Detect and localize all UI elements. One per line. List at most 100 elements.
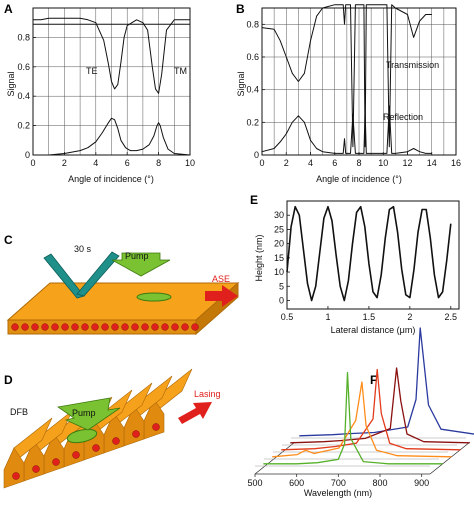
substrate-dot [141,323,149,331]
grating-dot [32,465,40,473]
panel-label-e: E [250,193,258,207]
y-tick-label: 0.6 [246,52,259,62]
x-tick-label: 2.5 [445,312,458,322]
panel-label-c: C [4,233,13,247]
pump-arrow [111,252,171,277]
panel-label-b: B [236,2,245,16]
panel-label-d: D [4,373,13,387]
lasing-arrow [178,402,212,424]
x-tick-label: 2 [62,158,67,168]
x-tick-label: 4 [93,158,98,168]
x-tick-label: 0 [30,158,35,168]
substrate-dot [91,323,99,331]
y-tick-label: 0 [254,150,259,160]
time-label: 30 s [74,244,92,254]
x-tick-label: 0.5 [281,312,294,322]
x-tick-label: 6 [125,158,130,168]
panel-e-series [286,205,452,302]
spectrum-line-3 [281,368,461,451]
f-axis-depth-left [254,441,296,475]
panel-e-ylabel: Height (nm) [254,234,264,281]
f-x-tick-label: 500 [247,478,262,488]
panel-a-ylabel: Signal [6,71,16,96]
lasing-label: Lasing [194,389,221,399]
y-tick-label: 25 [274,224,284,234]
panel-b-ylabel: Signal [236,71,246,96]
y-tick-label: 0.4 [246,85,259,95]
substrate-dot [151,323,159,331]
x-tick-label: 10 [185,158,195,168]
y-tick-label: 0 [279,295,284,305]
y-tick-label: 0.2 [17,121,30,131]
panel-f: 500 600 700 800 900 Wavelength (nm) [247,327,474,498]
substrate-dot [51,323,59,331]
grating-dot [72,451,80,459]
y-tick-label: 0.2 [246,117,259,127]
x-tick-label: 4 [308,158,313,168]
substrate-dot [71,323,79,331]
substrate-dot [61,323,69,331]
panel-b-transmission-label: Transmission [386,60,439,70]
x-tick-label: 8 [356,158,361,168]
y-tick-label: 0.6 [17,62,30,72]
panel-a-frame [32,7,191,156]
y-tick-label: 0.4 [17,91,30,101]
grating-dot [52,458,60,466]
panel-b-reflection-label: Reflection [383,112,423,122]
panel-e-frame [286,200,460,310]
panel-b: 0 2 4 6 8 10 12 14 16 0 0.2 0.4 0.6 0.8 Angle of inci… [236,4,461,184]
panel-e-xlabel: Lateral distance (μm) [331,325,416,335]
panel-label-a: A [4,2,13,16]
x-tick-label: 12 [402,158,412,168]
dfb-label: DFB [10,407,28,417]
spectrum-line-4 [272,381,452,458]
panel-f-xlabel: Wavelength (nm) [304,488,372,498]
substrate-dot [121,323,129,331]
y-tick-label: 0.8 [246,19,259,29]
dfb-pump-arrow [56,397,121,431]
panel-a-grid [33,8,190,155]
substrate-dot [171,323,179,331]
panel-f-series [263,327,474,465]
grating-dot [92,444,100,452]
substrate-dot [101,323,109,331]
x-tick-label: 8 [156,158,161,168]
substrate-dot [161,323,169,331]
dfb-pump-label: Pump [72,408,96,418]
panel-c: 30 s Pump ASE [6,244,240,336]
x-tick-label: 14 [427,158,437,168]
f-x-tick-label: 700 [331,478,346,488]
panel-a-series [33,17,191,156]
series-line-1 [286,205,452,302]
x-tick-label: 1 [325,312,330,322]
x-tick-label: 2 [284,158,289,168]
substrate-dot [41,323,49,331]
panel-a: 0 2 4 6 8 10 0 0.2 0.4 0.6 0.8 Angle of incidence … [6,7,195,184]
panel-a-xlabel: Angle of incidence (°) [68,174,154,184]
series-line-1 [33,17,190,94]
x-tick-label: 2 [407,312,412,322]
spectrum-line-1 [299,327,474,437]
x-tick-label: 1.5 [363,312,376,322]
panel-e: 0.5 1 1.5 2 2.5 0 5 10 15 20 25 30 Lateral distance… [254,200,460,335]
x-tick-label: 0 [259,158,264,168]
panel-b-grid [262,8,456,155]
grating-dot [12,472,20,480]
grating-dot [112,437,120,445]
panel-d: Pump DFB Lasing [3,368,221,489]
series-line-1 [261,4,432,148]
panel-a-ticks: 0 2 4 6 8 10 0 0.2 0.4 0.6 0.8 [17,32,195,168]
pump-label: Pump [125,251,149,261]
dfb-pump-spot [66,428,98,444]
panel-b-xlabel: Angle of incidence (°) [316,174,402,184]
x-tick-label: 16 [451,158,461,168]
panel-a-tm-label: TM [174,66,187,76]
spectrum-line-2 [290,367,470,444]
series-line-2 [261,105,432,154]
panel-b-ticks: 0 2 4 6 8 10 12 14 16 0 0.2 0.4 0.6 0.8 [246,19,461,168]
dfb-dots [12,423,160,480]
ase-arrow [205,285,238,307]
substrate-dot [191,323,199,331]
substrate-dot [181,323,189,331]
substrate-dot [81,323,89,331]
